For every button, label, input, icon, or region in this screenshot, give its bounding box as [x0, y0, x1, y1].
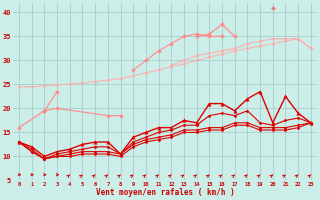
X-axis label: Vent moyen/en rafales ( km/h ): Vent moyen/en rafales ( km/h ) — [96, 188, 234, 197]
